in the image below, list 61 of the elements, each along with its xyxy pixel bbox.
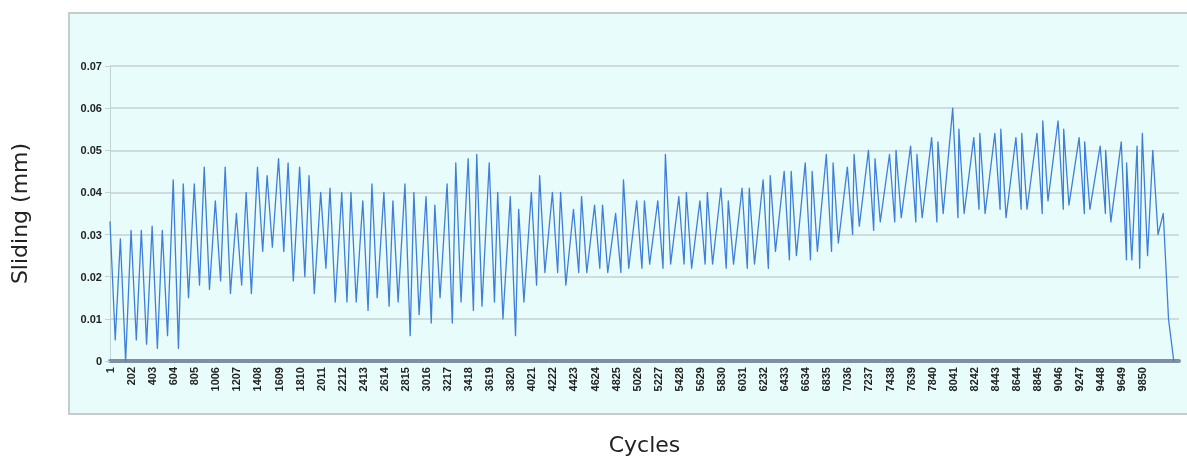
x-tick-label: 1408 xyxy=(251,367,264,392)
x-tick-label: 4423 xyxy=(567,367,580,392)
x-tick-label: 805 xyxy=(188,367,201,386)
x-tick-label: 2212 xyxy=(335,367,348,392)
x-tick-label: 5629 xyxy=(693,367,706,392)
x-tick-label: 3619 xyxy=(483,367,496,392)
x-tick-label: 7036 xyxy=(841,367,854,392)
y-tick-label: 0.06 xyxy=(80,102,102,115)
x-tick-label: 9649 xyxy=(1115,367,1128,392)
x-tick-label: 3418 xyxy=(462,367,475,392)
x-tick-label: 8644 xyxy=(1009,366,1022,392)
y-axis-title: Sliding (mm) xyxy=(6,142,32,285)
x-tick-label: 3820 xyxy=(504,367,517,392)
x-tick-label: 604 xyxy=(167,366,180,386)
x-tick-label: 202 xyxy=(125,367,138,386)
x-tick-label: 3217 xyxy=(441,367,454,392)
x-tick-label: 4624 xyxy=(588,366,601,392)
x-tick-label: 1 xyxy=(104,367,116,374)
x-tick-label: 1810 xyxy=(293,367,306,392)
x-tick-label: 6232 xyxy=(757,367,770,392)
x-tick-label: 5026 xyxy=(630,367,643,392)
x-tick-label: 4222 xyxy=(546,367,559,392)
x-tick-label: 1609 xyxy=(272,367,285,392)
x-tick-label: 9448 xyxy=(1094,367,1107,392)
line-series xyxy=(109,107,1175,362)
x-axis-title: Cycles xyxy=(608,431,681,457)
x-tick-label: 9046 xyxy=(1052,367,1065,392)
y-tick-label: 0.02 xyxy=(80,270,102,283)
x-tick-label: 7438 xyxy=(883,367,896,392)
x-tick-label: 2011 xyxy=(314,367,327,391)
y-tick-label: 0.04 xyxy=(80,186,103,199)
y-tick-label: 0.01 xyxy=(80,312,102,325)
x-tick-label: 8242 xyxy=(967,367,980,392)
x-tick-label: 8041 xyxy=(946,367,959,392)
x-tick-label: 2815 xyxy=(398,367,411,392)
x-tick-label: 5830 xyxy=(714,367,727,392)
x-tick-label: 1207 xyxy=(230,367,243,392)
y-tick-label: 0.05 xyxy=(80,144,102,157)
y-tick-label: 0.03 xyxy=(80,228,102,241)
x-tick-label: 9247 xyxy=(1073,367,1086,392)
x-tick-label: 4021 xyxy=(525,367,538,392)
x-tick-label: 2614 xyxy=(377,366,390,392)
x-tick-label: 9850 xyxy=(1136,367,1149,392)
x-tick-label: 7237 xyxy=(862,367,875,392)
x-tick-label: 6835 xyxy=(820,367,833,392)
x-tick-label: 6031 xyxy=(736,367,749,392)
x-tick-label: 7840 xyxy=(925,367,938,392)
x-tick-label: 4825 xyxy=(609,367,622,392)
y-tick-label: 0 xyxy=(95,355,102,367)
x-tick-label: 3016 xyxy=(420,367,433,392)
x-tick-label: 5428 xyxy=(672,367,685,392)
x-tick-label: 8443 xyxy=(988,367,1001,392)
x-tick-label: 5227 xyxy=(651,367,664,392)
x-tick-label: 2413 xyxy=(356,367,369,392)
x-tick-label: 7639 xyxy=(904,367,917,392)
x-tick-label: 1006 xyxy=(209,367,222,392)
y-tick-label: 0.07 xyxy=(80,60,102,72)
x-tick-label: 403 xyxy=(146,367,159,386)
x-tick-label: 8845 xyxy=(1030,367,1043,392)
x-tick-label: 6433 xyxy=(778,367,791,392)
x-tick-label: 6634 xyxy=(799,366,812,392)
